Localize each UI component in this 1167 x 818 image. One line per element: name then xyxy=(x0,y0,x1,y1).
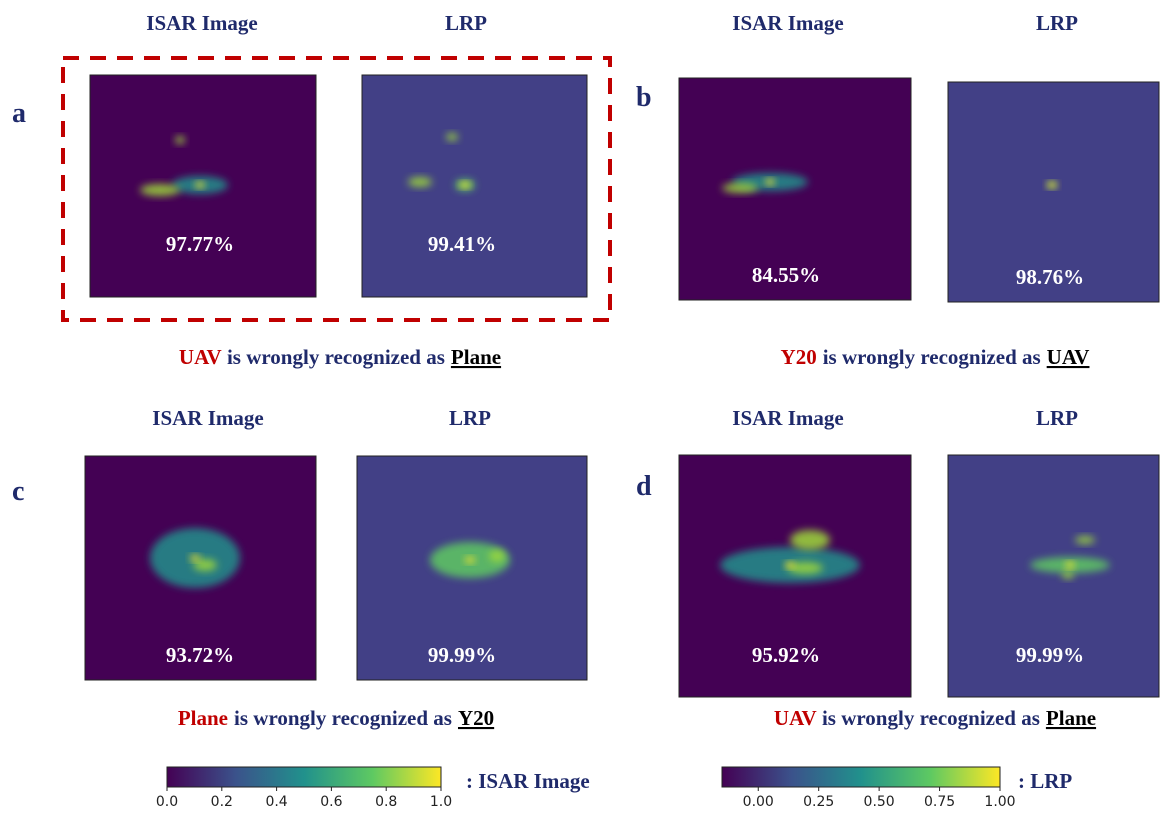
score: 99.41% xyxy=(428,232,496,256)
heatmap-blob xyxy=(1062,571,1074,579)
panel-letter: d xyxy=(636,471,652,502)
colorbar-tick-label: 1.0 xyxy=(430,794,452,810)
panel-letter: c xyxy=(12,476,24,507)
heatmap-blob xyxy=(722,183,758,193)
predicted-class: UAV xyxy=(1047,345,1090,369)
heatmap-blob xyxy=(175,136,185,144)
score: 95.92% xyxy=(752,643,820,667)
heatmap-peak xyxy=(765,179,775,185)
heatmap-blob xyxy=(790,530,830,550)
heatmap-blob xyxy=(408,177,432,187)
heatmap-peak xyxy=(195,182,205,188)
colorbar-tick-label: 0.00 xyxy=(743,794,774,810)
colorbar-tick-label: 0.25 xyxy=(803,794,834,810)
predicted-class: Plane xyxy=(1046,706,1096,730)
panel-header: ISAR Image xyxy=(732,11,843,35)
colorbar xyxy=(167,767,441,787)
score: 99.99% xyxy=(1016,643,1084,667)
actual-class: UAV xyxy=(774,706,817,730)
colorbar-tick-label: 0.0 xyxy=(156,794,178,810)
colorbar-tick-label: 0.75 xyxy=(924,794,955,810)
panel-header: LRP xyxy=(1036,11,1078,35)
panel-header: ISAR Image xyxy=(146,11,257,35)
heatmap-peak xyxy=(785,562,795,568)
colorbar-tick-label: 0.50 xyxy=(864,794,895,810)
colorbar-tick-label: 0.4 xyxy=(265,794,287,810)
heatmap-peak xyxy=(460,182,470,188)
panel-header: ISAR Image xyxy=(732,406,843,430)
heatmap-blob xyxy=(140,184,180,196)
caption-text: is wrongly recognized as xyxy=(823,345,1041,369)
panel-letter: b xyxy=(636,82,652,113)
panel-letter: a xyxy=(12,98,26,129)
heatmap-blob xyxy=(489,550,505,562)
actual-class: Plane xyxy=(178,706,228,730)
heatmap-blob xyxy=(446,133,458,141)
colorbar-tick-label: 0.8 xyxy=(375,794,397,810)
score: 97.77% xyxy=(166,232,234,256)
figure: aISAR ImageLRP97.77%99.41%UAVis wrongly … xyxy=(0,0,1167,818)
score: 84.55% xyxy=(752,263,820,287)
predicted-class: Y20 xyxy=(458,706,494,730)
colorbar-tick-label: 0.6 xyxy=(320,794,342,810)
heatmap-peak xyxy=(465,557,475,563)
colorbar-label: : ISAR Image xyxy=(466,769,590,793)
heatmap-peak xyxy=(1047,182,1057,188)
score: 93.72% xyxy=(166,643,234,667)
heatmap-blob xyxy=(1075,536,1095,544)
panel-header: LRP xyxy=(1036,406,1078,430)
score: 98.76% xyxy=(1016,265,1084,289)
heatmap-peak xyxy=(190,555,200,561)
caption-text: is wrongly recognized as xyxy=(227,345,445,369)
actual-class: UAV xyxy=(179,345,222,369)
panel-header: ISAR Image xyxy=(152,406,263,430)
caption-text: is wrongly recognized as xyxy=(234,706,452,730)
predicted-class: Plane xyxy=(451,345,501,369)
colorbar-tick-label: 0.2 xyxy=(211,794,233,810)
score: 99.99% xyxy=(428,643,496,667)
actual-class: Y20 xyxy=(781,345,817,369)
colorbar-label: : LRP xyxy=(1018,769,1072,793)
colorbar-tick-label: 1.00 xyxy=(984,794,1015,810)
panel-header: LRP xyxy=(445,11,487,35)
caption-text: is wrongly recognized as xyxy=(822,706,1040,730)
colorbar xyxy=(722,767,1000,787)
heatmap-peak xyxy=(1065,562,1075,568)
panel-header: LRP xyxy=(449,406,491,430)
